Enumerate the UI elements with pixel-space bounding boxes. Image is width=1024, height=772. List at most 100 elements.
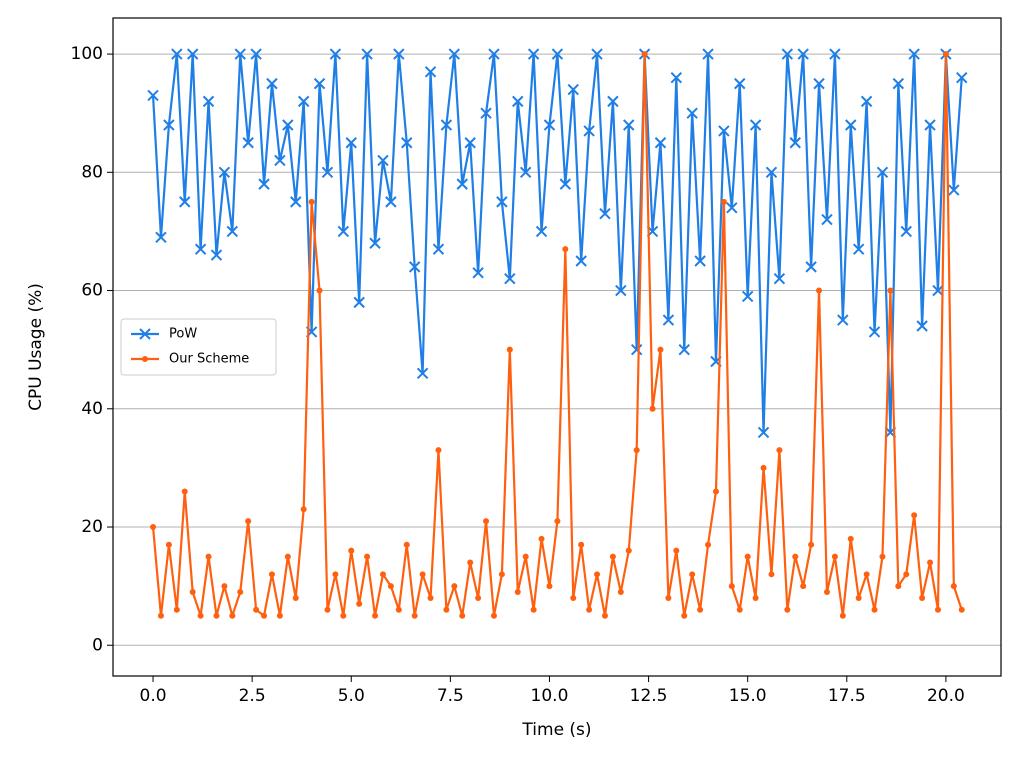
point-marker [895, 583, 902, 590]
point-marker [321, 166, 334, 179]
point-marker [483, 518, 490, 525]
point-marker [213, 612, 220, 619]
point-marker [393, 48, 405, 60]
x-tick-label: 15.0 [729, 686, 767, 706]
point-marker [797, 48, 809, 60]
point-marker [855, 594, 862, 601]
point-marker [744, 553, 751, 560]
point-marker [424, 66, 437, 78]
point-marker [562, 246, 569, 253]
point-marker [202, 95, 215, 108]
point-marker [535, 225, 548, 238]
point-marker [821, 213, 833, 226]
point-marker [689, 571, 696, 578]
point-marker [218, 166, 231, 179]
x-tick-label: 12.5 [630, 686, 668, 706]
point-marker [353, 296, 365, 309]
point-marker [416, 367, 429, 380]
point-marker [934, 606, 941, 613]
point-marker [781, 48, 794, 60]
point-marker [578, 541, 585, 548]
point-marker [942, 51, 949, 58]
x-tick-label: 5.0 [338, 686, 365, 706]
point-marker [900, 225, 912, 238]
y-tick-label: 60 [81, 281, 103, 301]
point-marker [712, 488, 719, 495]
point-marker [575, 255, 587, 267]
y-axis-label: CPU Usage (%) [26, 283, 46, 411]
point-marker [284, 553, 291, 560]
legend-marker [142, 356, 148, 362]
point-marker [757, 426, 770, 439]
point-marker [789, 137, 801, 149]
plot-frame [112, 17, 1002, 677]
point-marker [300, 506, 307, 513]
point-marker [155, 231, 167, 244]
point-marker [496, 196, 508, 208]
point-marker [316, 287, 323, 294]
point-marker [551, 48, 564, 60]
point-marker [765, 166, 778, 179]
point-marker [401, 137, 413, 149]
point-marker [718, 125, 730, 137]
point-marker [630, 343, 643, 356]
point-marker [372, 612, 379, 619]
point-marker [903, 571, 910, 578]
point-marker [348, 547, 355, 554]
point-marker [324, 606, 331, 613]
point-marker [773, 273, 786, 285]
point-marker [498, 571, 505, 578]
x-tick-label: 0.0 [140, 686, 167, 706]
point-marker [467, 559, 474, 566]
point-marker [369, 237, 381, 249]
legend-label: Our Scheme [169, 352, 249, 367]
point-marker [702, 48, 714, 60]
point-marker [377, 154, 389, 167]
point-marker [728, 583, 735, 590]
point-marker [290, 196, 302, 208]
point-marker [332, 571, 339, 578]
point-marker [205, 553, 212, 560]
point-marker [879, 553, 886, 560]
point-marker [226, 225, 239, 238]
point-marker [950, 583, 957, 590]
point-marker [234, 48, 246, 60]
point-marker [308, 198, 315, 205]
point-marker [839, 612, 846, 619]
point-marker [670, 72, 683, 84]
point-marker [694, 255, 706, 267]
point-marker [165, 541, 172, 548]
point-marker [768, 571, 775, 578]
point-marker [625, 547, 632, 554]
x-tick-label: 2.5 [239, 686, 266, 706]
point-marker [633, 447, 640, 454]
point-marker [958, 606, 965, 613]
point-marker [464, 137, 476, 149]
point-marker [361, 48, 373, 60]
point-marker [157, 612, 164, 619]
point-marker [459, 612, 466, 619]
point-marker [364, 553, 371, 560]
point-marker [276, 612, 283, 619]
point-marker [506, 346, 513, 353]
point-marker [237, 589, 244, 596]
point-marker [908, 48, 920, 60]
y-tick-label: 0 [92, 635, 103, 655]
point-marker [387, 583, 394, 590]
point-marker [868, 326, 881, 338]
point-marker [649, 405, 656, 412]
point-marker [268, 571, 275, 578]
point-marker [741, 290, 754, 303]
point-marker [527, 48, 540, 60]
point-marker [253, 606, 260, 613]
point-marker [245, 518, 252, 525]
x-tick-label: 17.5 [828, 686, 866, 706]
point-marker [258, 178, 270, 190]
point-marker [736, 606, 743, 613]
point-marker [752, 594, 759, 601]
point-marker [519, 166, 532, 179]
point-marker [657, 346, 664, 353]
point-marker [427, 594, 434, 601]
y-tick-label: 40 [81, 399, 103, 419]
point-marker [911, 512, 918, 519]
